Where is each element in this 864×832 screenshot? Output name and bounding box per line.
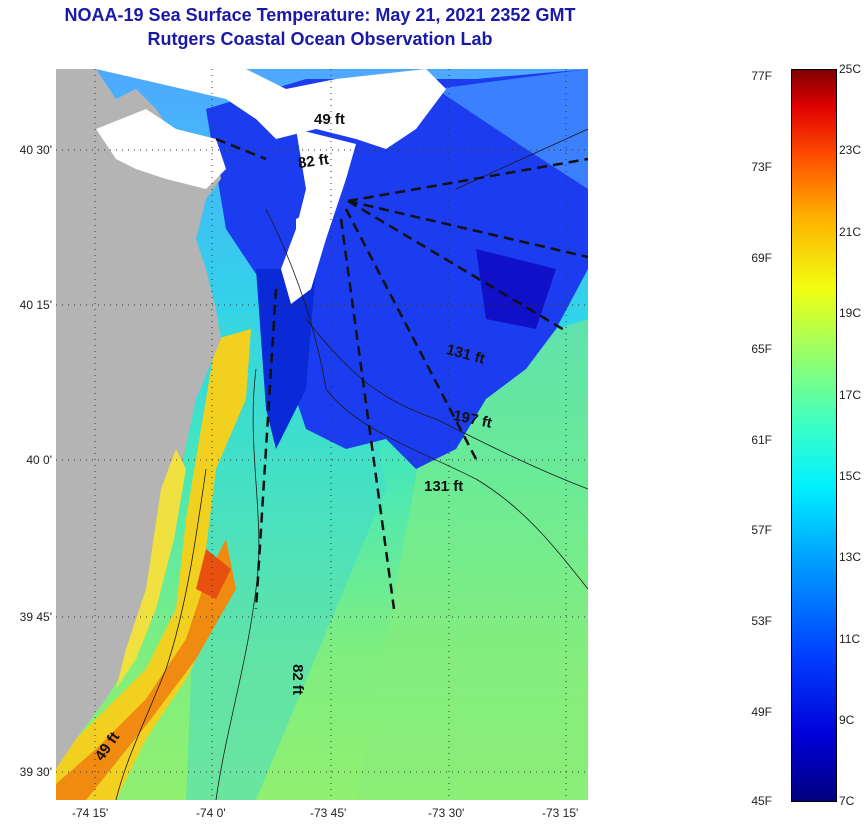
shipping-lanes — [215, 137, 588, 610]
colorbar-f-45: 45F — [751, 794, 772, 808]
lon-tick-73-45: -73 45' — [310, 806, 347, 820]
depth-label-82ft-south: 82 ft — [288, 664, 306, 695]
cold-water-east — [436, 69, 588, 189]
colorbar-c-25: 25C — [839, 62, 862, 76]
warm-coastal-band — [56, 329, 251, 800]
barrier-island-water — [116, 449, 186, 689]
warm-patch — [196, 549, 231, 599]
colorbar-f-73: 73F — [751, 160, 772, 174]
map-title: NOAA-19 Sea Surface Temperature: May 21,… — [64, 5, 576, 25]
temperature-colorbar — [791, 69, 837, 802]
colorbar-f-57: 57F — [751, 523, 772, 537]
lon-tick-73-15: -73 15' — [542, 806, 579, 820]
colorbar-f-77: 77F — [751, 69, 772, 83]
cold-water-tongue — [256, 269, 316, 449]
colorbar-c-19: 19C — [839, 306, 862, 320]
lat-tick-40-30: 40 30' — [19, 143, 52, 157]
cloud-north — [96, 69, 446, 149]
lon-tick-74-0: -74 0' — [196, 806, 226, 820]
colorbar-c-13: 13C — [839, 550, 862, 564]
colorbar-f-61: 61F — [751, 433, 772, 447]
lon-tick-73-30: -73 30' — [428, 806, 465, 820]
depth-label-131ft-south: 131 ft — [424, 478, 464, 495]
land-mass — [56, 69, 221, 769]
colorbar-c-11: 11C — [839, 632, 861, 646]
colorbar-f-69: 69F — [751, 251, 772, 265]
colorbar-f-65: 65F — [751, 342, 772, 356]
colorbar-c-15: 15C — [839, 469, 862, 483]
colorbar-c-23: 23C — [839, 143, 862, 157]
lat-tick-39-45: 39 45' — [19, 610, 52, 624]
lat-tick-40-15: 40 15' — [19, 298, 52, 312]
lat-tick-40-0: 40 0' — [26, 453, 52, 467]
cloud-bay — [96, 109, 226, 189]
colorbar-c-17: 17C — [839, 388, 862, 402]
cold-water-patch — [476, 249, 556, 329]
bathymetry-contours — [115, 128, 588, 800]
lon-tick-74-15: -74 15' — [72, 806, 109, 820]
depth-label-49ft-north: 49 ft — [314, 111, 345, 128]
colorbar-c-21: 21C — [839, 225, 862, 239]
colorbar-c-9: 9C — [839, 713, 855, 727]
map-subtitle: Rutgers Coastal Ocean Observation Lab — [147, 29, 493, 49]
sst-map-canvas — [56, 69, 588, 800]
ocean-warm-east — [356, 319, 588, 800]
cloud-patch — [296, 209, 316, 269]
colorbar-f-49: 49F — [751, 705, 772, 719]
colorbar-f-53: 53F — [751, 614, 772, 628]
lat-tick-39-30: 39 30' — [19, 765, 52, 779]
colorbar-c-7: 7C — [839, 794, 855, 808]
sst-map — [56, 69, 588, 800]
